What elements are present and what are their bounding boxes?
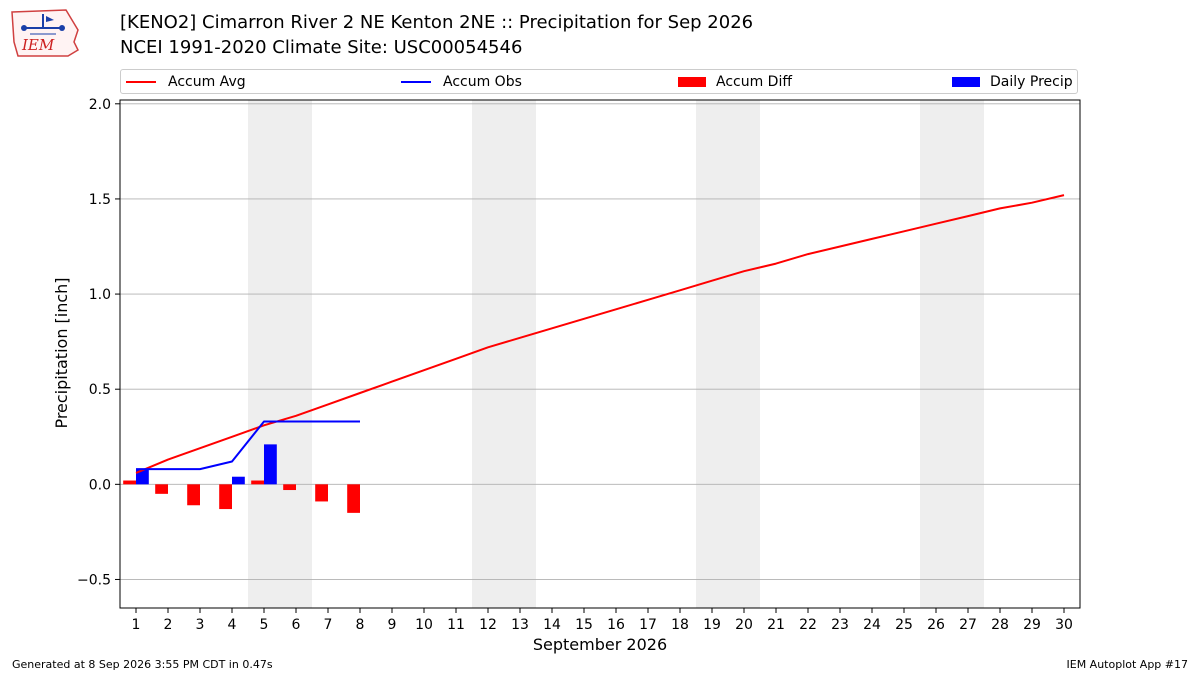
footer-app: IEM Autoplot App #17 [1066,658,1189,671]
x-tick-label: 14 [543,617,561,633]
footer-generated: Generated at 8 Sep 2026 3:55 PM CDT in 0… [12,658,273,671]
x-tick-label: 20 [735,617,753,633]
accum-diff-bar [283,484,296,491]
legend-label-daily-precip: Daily Precip [990,74,1073,90]
x-tick-label: 7 [324,617,333,633]
tick-labels: −0.50.00.51.01.52.01 2 3 4 5 6 7 8 9 10 11 12 13 14 15… [77,97,1073,633]
y-axis-label: Precipitation [inch] [52,277,71,428]
x-tick-label: 26 [927,617,945,633]
legend-swatch-accum-avg [126,81,156,83]
chart-subtitle: NCEI 1991-2020 Climate Site: USC00054546 [120,37,523,58]
y-tick-label: 1.0 [89,287,111,303]
accum-diff-bar [123,480,136,485]
x-tick-label: 17 [639,617,657,633]
chart-title: [KENO2] Cimarron River 2 NE Kenton 2NE :… [120,12,754,33]
y-tick-label: 1.5 [89,192,111,208]
y-tick-label: 2.0 [89,97,111,113]
x-axis-label: September 2026 [533,635,667,654]
x-tick-label: 15 [575,617,593,633]
weekend-band-day-19 [696,100,728,608]
x-tick-label: 24 [863,617,881,633]
weekend-band-day-27 [952,100,984,608]
gridlines [120,103,1080,580]
legend-label-accum-obs: Accum Obs [443,74,522,90]
x-tick-label: 16 [607,617,625,633]
x-tick-label: 5 [260,617,269,633]
legend-swatch-daily-precip [952,77,980,87]
x-tick-label: 3 [196,617,205,633]
x-tick-label: 12 [479,617,497,633]
x-tick-label: 25 [895,617,913,633]
legend-label-accum-avg: Accum Avg [168,74,246,90]
x-tick-label: 30 [1055,617,1073,633]
weekend-bands [248,100,984,608]
legend-item-accum-diff: Accum Diff [678,73,792,91]
x-tick-label: 28 [991,617,1009,633]
x-tick-label: 21 [767,617,785,633]
x-tick-label: 4 [228,617,237,633]
accum-diff-bar [155,484,168,494]
x-tick-label: 23 [831,617,849,633]
iem-logo: IEM [11,9,79,57]
weekend-band-day-6 [280,100,312,608]
weekend-band-day-5 [248,100,280,608]
x-tick-label: 9 [388,617,397,633]
axes [115,99,1081,613]
x-tick-label: 27 [959,617,977,633]
daily-precip-bar [264,444,277,485]
weekend-band-day-26 [920,100,952,608]
accum-diff-bar [315,484,328,502]
y-tick-label: −0.5 [77,572,111,588]
accum-diff-bar [251,480,264,485]
x-tick-label: 11 [447,617,465,633]
daily-precip-bar [232,476,245,485]
x-tick-label: 10 [415,617,433,633]
x-tick-label: 19 [703,617,721,633]
daily-precip-bar [136,469,149,485]
logo-text: IEM [21,36,55,54]
accum-diff-bar [347,484,360,513]
accum-obs-line [136,420,360,471]
x-tick-label: 8 [356,617,365,633]
legend-item-daily-precip: Daily Precip [952,73,1073,91]
legend-label-accum-diff: Accum Diff [716,74,793,90]
weekend-band-day-20 [728,100,760,608]
y-tick-label: 0.0 [89,477,111,493]
y-tick-label: 0.5 [89,382,111,398]
legend: Accum Avg Accum Obs Accum Diff Daily Pre… [120,69,1078,94]
x-tick-label: 13 [511,617,529,633]
plot-frame [119,99,1081,609]
x-tick-label: 1 [132,617,141,633]
x-tick-label: 6 [292,617,301,633]
accum-diff-bar [187,484,200,506]
x-tick-label: 22 [799,617,817,633]
x-tick-label: 29 [1023,617,1041,633]
accum-avg-line [135,194,1065,474]
legend-swatch-accum-diff [678,77,706,87]
x-tick-label: 18 [671,617,689,633]
legend-item-accum-avg: Accum Avg [126,73,246,91]
legend-item-accum-obs: Accum Obs [401,73,522,91]
weekend-band-day-13 [504,100,536,608]
series-lines [135,194,1065,474]
legend-swatch-accum-obs [401,81,431,83]
x-tick-label: 2 [164,617,173,633]
weekend-band-day-12 [472,100,504,608]
bars [123,444,360,513]
accum-diff-bar [219,484,232,510]
